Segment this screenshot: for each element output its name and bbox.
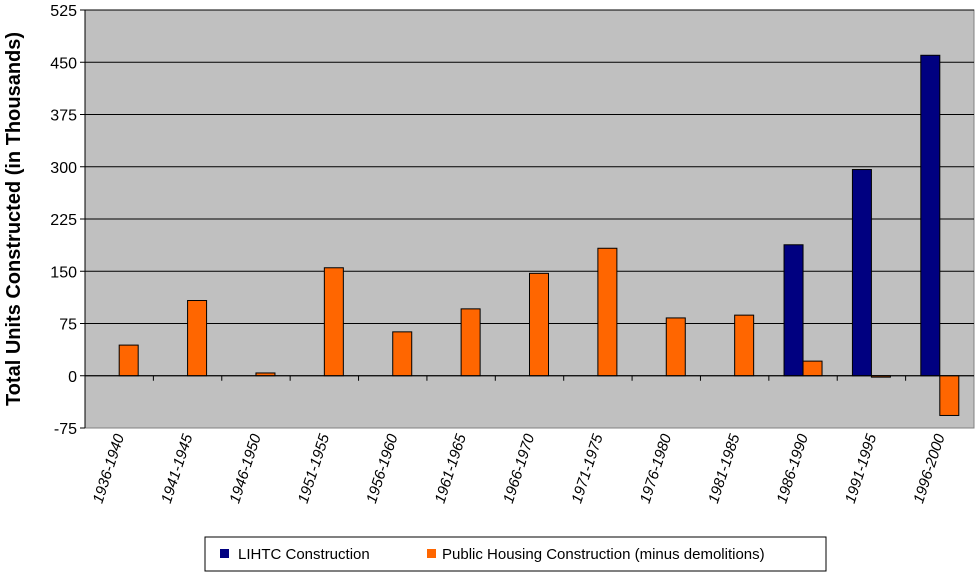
- y-tick-label: 525: [50, 3, 77, 20]
- x-tick-label: 1966-1970: [500, 431, 539, 505]
- y-tick-label: 75: [59, 317, 77, 334]
- bar-public-housing: [597, 247, 618, 377]
- legend-label-public-housing: Public Housing Construction (minus demol…: [442, 546, 765, 563]
- x-tick-label: 1996-2000: [910, 431, 949, 505]
- bar-public-housing: [460, 308, 481, 377]
- y-tick-label: 300: [50, 160, 77, 177]
- y-axis-label: Total Units Constructed (in Thousands): [3, 32, 25, 406]
- bar-public-housing: [323, 267, 344, 377]
- legend: LIHTC Construction Public Housing Constr…: [204, 536, 827, 572]
- legend-box: [204, 536, 827, 572]
- x-tick-label: 1941-1945: [158, 431, 197, 505]
- x-tick-label: 1981-1985: [705, 431, 744, 505]
- bar-public-housing: [939, 375, 960, 416]
- bar-public-housing: [665, 317, 686, 377]
- y-tick-labels: -75 0 75 150 225 300 375 450 525: [50, 3, 77, 438]
- x-tick-label: 1946-1950: [226, 431, 265, 505]
- legend-swatch-public-housing: [427, 549, 436, 558]
- bar-public-housing: [118, 344, 139, 377]
- x-tick-label: 1971-1975: [568, 431, 607, 505]
- y-tick-label: 375: [50, 108, 77, 125]
- bar-public-housing: [529, 272, 549, 377]
- legend-label-lihtc: LIHTC Construction: [238, 546, 370, 563]
- y-tick-label: -75: [54, 421, 77, 438]
- legend-swatch-lihtc: [220, 549, 229, 558]
- x-tick-label: 1956-1960: [363, 431, 402, 505]
- bar-public-housing: [802, 360, 823, 377]
- bar-lihtc: [920, 54, 941, 377]
- y-tick-label: 150: [50, 264, 77, 281]
- x-tick-label: 1986-1990: [774, 431, 813, 505]
- y-tick-label: 0: [68, 369, 77, 386]
- axes: [80, 9, 974, 429]
- bar-public-housing: [734, 314, 755, 377]
- x-tick-label: 1951-1955: [295, 431, 334, 505]
- bar-public-housing: [187, 300, 208, 377]
- x-tick-labels: 1936-1940 1941-1945 1946-1950 1951-1955 1956…: [90, 431, 949, 505]
- x-tick-label: 1961-1965: [432, 431, 471, 505]
- x-tick-label: 1976-1980: [637, 431, 676, 505]
- y-tick-label: 450: [50, 55, 77, 72]
- y-tick-label: 225: [50, 212, 77, 229]
- bar-lihtc: [783, 244, 804, 377]
- x-tick-label: 1936-1940: [90, 431, 129, 505]
- bar-public-housing: [392, 331, 413, 377]
- bar-lihtc: [851, 169, 872, 377]
- x-tick-label: 1991-1995: [842, 431, 881, 505]
